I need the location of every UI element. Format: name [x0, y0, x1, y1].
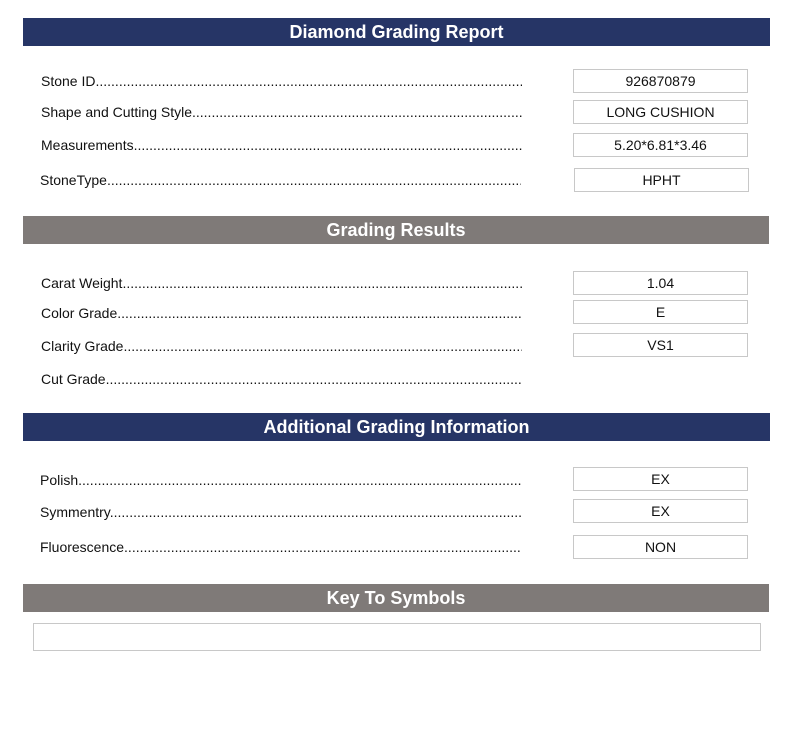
section-header-additional: Additional Grading Information — [23, 413, 770, 441]
label-stone-id: Stone ID — [41, 72, 522, 90]
value-stone-type: HPHT — [574, 168, 749, 192]
label-symmetry: Symmentry — [40, 503, 521, 521]
value-clarity: VS1 — [573, 333, 748, 357]
value-stone-id: 926870879 — [573, 69, 748, 93]
label-stone-type: StoneType — [40, 171, 521, 189]
label-clarity: Clarity Grade — [41, 337, 522, 355]
value-fluorescence: NON — [573, 535, 748, 559]
label-cut: Cut Grade — [41, 370, 522, 388]
label-measurements: Measurements — [41, 136, 522, 154]
label-polish: Polish — [40, 471, 521, 489]
label-fluorescence: Fluorescence — [40, 538, 521, 556]
label-shape: Shape and Cutting Style — [41, 103, 522, 121]
value-polish: EX — [573, 467, 748, 491]
value-measurements: 5.20*6.81*3.46 — [573, 133, 748, 157]
label-carat: Carat Weight — [41, 274, 522, 292]
value-carat: 1.04 — [573, 271, 748, 295]
section-header-report: Diamond Grading Report — [23, 18, 770, 46]
key-to-symbols-box — [33, 623, 761, 651]
section-header-key: Key To Symbols — [23, 584, 769, 612]
label-color: Color Grade — [41, 304, 522, 322]
value-symmetry: EX — [573, 499, 748, 523]
section-header-grading: Grading Results — [23, 216, 769, 244]
value-color: E — [573, 300, 748, 324]
value-shape: LONG CUSHION — [573, 100, 748, 124]
